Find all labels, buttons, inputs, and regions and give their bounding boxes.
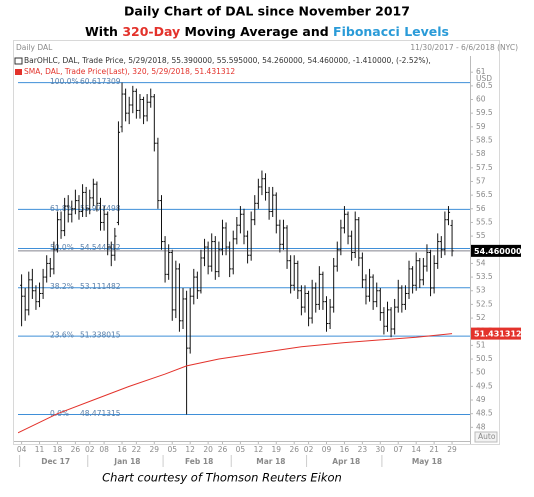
x-tick-label: 29 [150,445,160,454]
plot-area: 100.0%60.61730961.8%55.97749850.0%54.544… [18,77,470,434]
y-tick-label: 56 [476,204,486,213]
x-tick-label: 23 [358,445,368,454]
x-tick-label: 16 [340,445,350,454]
month-label: May 18 [412,457,442,466]
legend-text: SMA, DAL, Trade Price(Last), 320, 5/29/2… [24,67,235,76]
y-tick-label: 51 [476,340,486,349]
x-tick-label: 18 [53,445,63,454]
subtitle-part: With [85,24,122,39]
fib-value: 54.544312 [80,243,121,252]
y-tick-label: 55 [476,231,486,240]
x-tick-label: 04 [17,445,27,454]
x-tick-label: 12 [185,445,195,454]
header-right: 11/30/2017 - 6/6/2018 (NYC) [410,43,518,52]
sma-last-label: 51.431312 [474,330,522,339]
y-tick-label: 53 [476,286,486,295]
x-tick-label: 02 [85,445,95,454]
panel [13,40,500,445]
y-tick-label: 59.5 [476,108,493,117]
fib-value: 51.338015 [80,331,121,340]
fib-pct: 100.0% [50,77,79,86]
y-tick-label: 53.5 [476,272,493,281]
y-tick-label: 60 [476,95,486,104]
x-tick-label: 26 [218,445,228,454]
x-tick-label: 26 [289,445,299,454]
last-price-tag [471,244,521,257]
fib-pct: 50.0% [50,243,74,252]
y-tick-label: 48.5 [476,409,493,418]
month-label: Jan 18 [113,457,140,466]
x-tick-label: 05 [167,445,177,454]
x-tick-label: 02 [304,445,314,454]
y-unit: USD [476,74,492,83]
fib-value: 48.471315 [80,409,121,418]
x-tick-label: 22 [132,445,142,454]
x-tick-label: 05 [236,445,246,454]
y-tick-label: 58 [476,149,486,158]
y-tick-label: 56.5 [476,190,493,199]
y-tick-label: 54 [476,258,486,267]
y-tick-label: 49.5 [476,381,493,390]
month-label: Apr 18 [332,457,360,466]
month-label: Mar 18 [256,457,285,466]
last-price-label: 54.460000 [474,247,522,256]
x-tick-label: 26 [71,445,81,454]
chart-subtitle: With 320-Day Moving Average and Fibonacc… [85,24,449,39]
y-tick-label: 60.5 [476,81,493,90]
auto-label: Auto [478,432,496,441]
sma-last-tag [471,327,521,340]
x-tick-label: 29 [447,445,457,454]
fib-pct: 23.6% [50,331,74,340]
x-tick-label: 20 [203,445,213,454]
fib-pct: 61.8% [50,204,74,213]
y-tick-label: 58.5 [476,135,493,144]
y-tick-label: 52.5 [476,299,493,308]
chart-title: Daily Chart of DAL since November 2017 [124,4,410,19]
legend-text: BarOHLC, DAL, Trade Price, 5/29/2018, 55… [24,56,431,65]
fib-pct: 38.2% [50,282,74,291]
x-tick-label: 08 [99,445,109,454]
subtitle-part: 320-Day [122,24,180,39]
x-tick-label: 11 [35,445,45,454]
x-tick-label: 19 [272,445,282,454]
month-label: Feb 18 [185,457,213,466]
y-tick-label: 59 [476,122,486,131]
subtitle-part: Moving Average and [180,24,333,39]
fib-pct: 0.0% [50,409,69,418]
auto-button [474,431,498,443]
x-tick-label: 14 [411,445,421,454]
y-tick-label: 57.5 [476,163,493,172]
x-tick-label: 16 [117,445,127,454]
x-tick-label: 07 [393,445,403,454]
x-tick-label: 30 [376,445,386,454]
y-tick-label: 49 [476,395,486,404]
y-tick-label: 57 [476,176,486,185]
x-tick-label: 21 [429,445,439,454]
sma-line [18,333,453,434]
footer: Chart courtesy of Thomson Reuters Eikon [102,471,342,485]
fib-value: 53.111482 [80,282,121,291]
x-tick-label: 12 [254,445,264,454]
y-tick-label: 48 [476,422,486,431]
y-tick-label: 55.5 [476,217,493,226]
x-tick-label: 09 [322,445,332,454]
subtitle-part: Fibonacci Levels [333,24,449,39]
y-tick-label: 52 [476,313,486,322]
header-left: Daily DAL [16,43,53,52]
y-tick-label: 61 [476,67,486,76]
month-label: Dec 17 [41,457,70,466]
fib-value: 60.617309 [80,77,121,86]
y-tick-label: 50.5 [476,354,493,363]
y-tick-label: 50 [476,368,486,377]
legend-icon [15,69,22,75]
legend-icon [14,57,23,65]
